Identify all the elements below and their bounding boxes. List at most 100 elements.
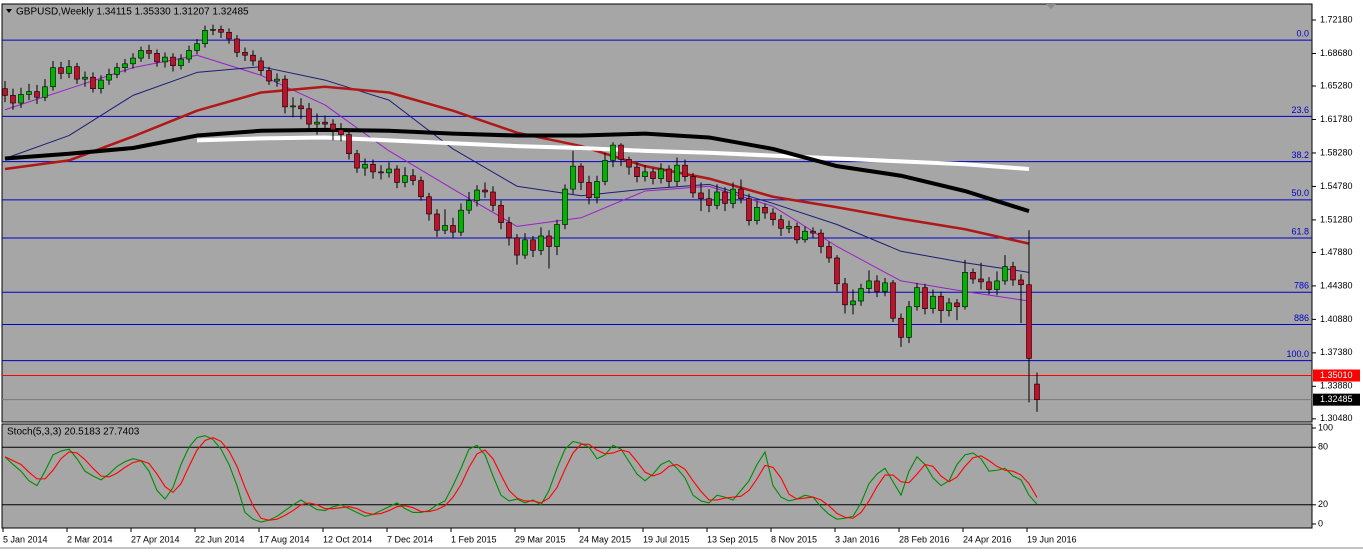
candle-body (1002, 266, 1008, 282)
candle-body (442, 225, 448, 231)
fib-level-label: 100.0 (1286, 349, 1309, 359)
price-label-box (1313, 369, 1360, 382)
candle-body (842, 283, 848, 306)
y-tick-label: 1.65280 (1320, 80, 1353, 90)
candle-body (546, 235, 552, 247)
candle-body (850, 300, 856, 306)
candle-body (274, 78, 280, 82)
candle-body (138, 50, 144, 59)
candle-body (818, 232, 824, 247)
stoch-line (4, 437, 1038, 521)
candle-body (266, 70, 272, 82)
candle-body (722, 191, 728, 204)
candle-body (146, 50, 152, 54)
y-tick-label: 1.47880 (1320, 247, 1353, 257)
price-label: 1.35010 (1320, 370, 1353, 380)
candle-body (10, 95, 16, 104)
x-tick-label: 1 Feb 2015 (451, 534, 497, 544)
candle-body (490, 191, 496, 206)
x-tick-label: 24 May 2015 (579, 534, 631, 544)
candle-body (738, 188, 744, 199)
candle-body (642, 171, 648, 177)
candle-body (618, 144, 624, 160)
fib-level-label: 786 (1294, 281, 1309, 291)
candle-body (386, 168, 392, 174)
candle-body (506, 222, 512, 239)
candle-body (498, 205, 504, 223)
candle-body (194, 43, 200, 51)
fib-level-label: 23.6 (1291, 105, 1309, 115)
candle-body (26, 91, 32, 95)
candle-body (122, 63, 128, 68)
stoch-line (4, 435, 1038, 523)
candle-body (658, 168, 664, 179)
candle-body (130, 57, 136, 65)
candle-body (2, 88, 8, 96)
candle-body (258, 60, 264, 71)
y-tick-label: 1.54780 (1320, 181, 1353, 191)
candle-body (522, 239, 528, 256)
candle-body (906, 306, 912, 338)
x-tick-label: 17 Aug 2014 (259, 534, 310, 544)
candle-body (834, 257, 840, 285)
candle-body (450, 225, 456, 233)
candle-body (754, 206, 760, 221)
x-tick-label: 7 Dec 2014 (387, 534, 433, 544)
x-tick-label: 29 Mar 2015 (515, 534, 566, 544)
candle-body (962, 272, 968, 308)
candle-body (570, 165, 576, 190)
y-tick-label: 1.68680 (1320, 48, 1353, 58)
candle-body (34, 91, 40, 98)
x-tick-label: 5 Jan 2014 (3, 534, 48, 544)
candle-body (826, 246, 832, 259)
candle-body (954, 302, 960, 308)
candle-body (602, 160, 608, 182)
candle-body (410, 175, 416, 181)
candle-body (706, 198, 712, 206)
candle-body (378, 171, 384, 174)
candle-body (610, 144, 616, 161)
candle-body (730, 188, 736, 204)
y-tick-label: 1.33880 (1320, 381, 1353, 391)
fib-level-label: 886 (1294, 313, 1309, 323)
candle-body (674, 164, 680, 182)
candle-body (370, 163, 376, 173)
candle-body (882, 282, 888, 292)
candle-body (714, 191, 720, 206)
candle-body (1034, 383, 1040, 400)
x-tick-label: 24 Apr 2016 (963, 534, 1012, 544)
candle-body (426, 196, 432, 215)
y-tick-label: 1.72180 (1320, 14, 1353, 24)
candle-body (690, 176, 696, 194)
candle-body (994, 280, 1000, 290)
candle-body (594, 181, 600, 199)
candle-body (74, 66, 80, 80)
chart-title: GBPUSD,Weekly 1.34115 1.35330 1.31207 1.… (16, 7, 249, 18)
stoch-pane (1, 423, 1313, 529)
x-tick-label: 3 Jan 2016 (835, 534, 880, 544)
candle-body (514, 237, 520, 256)
y-tick-label: 1.61780 (1320, 114, 1353, 124)
menu-arrow (6, 9, 12, 13)
fib-level-label: 61.8 (1291, 226, 1309, 236)
candle-body (866, 280, 872, 289)
candle-body (90, 76, 96, 89)
candle-body (362, 163, 368, 169)
candle-body (946, 302, 952, 311)
candle-body (66, 66, 72, 74)
scroll-marker (1046, 4, 1056, 9)
candle-body (650, 171, 656, 179)
candle-body (930, 295, 936, 309)
candle-body (242, 52, 248, 56)
candle-body (482, 189, 488, 193)
candle-body (322, 121, 328, 125)
candle-body (82, 76, 88, 80)
candle-body (762, 206, 768, 214)
candle-body (538, 235, 544, 251)
candle-body (562, 188, 568, 225)
candle-body (290, 105, 296, 108)
y-tick-label: 20 (1318, 499, 1328, 509)
candle-body (786, 226, 792, 229)
candle-body (1010, 266, 1016, 281)
